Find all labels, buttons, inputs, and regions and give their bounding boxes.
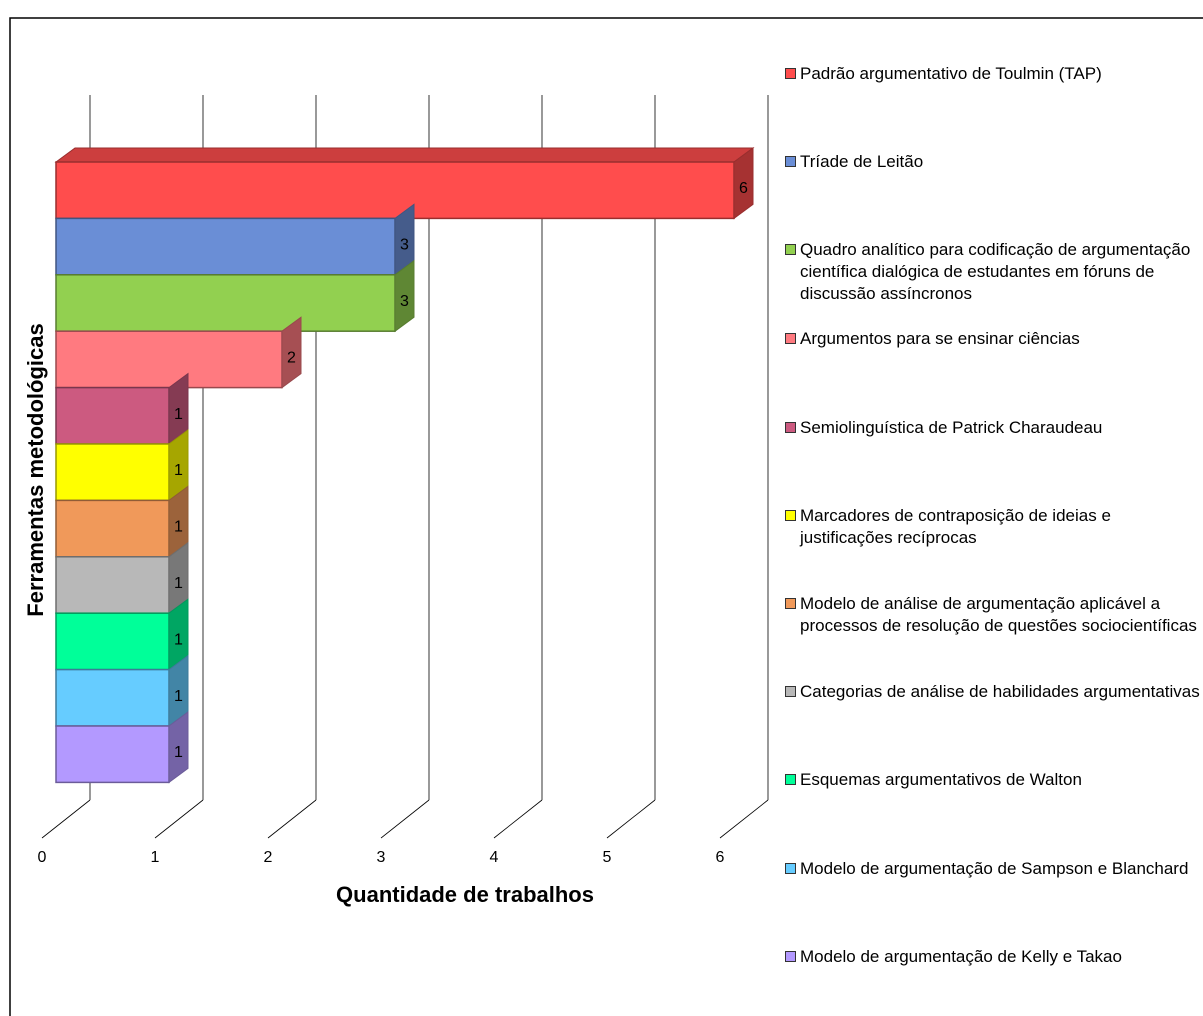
legend-swatch (785, 863, 796, 874)
bar (55, 386, 170, 445)
legend-entry: Argumentos para se ensinar ciências (785, 328, 1200, 350)
floor-line (493, 799, 543, 839)
data-label: 3 (400, 237, 409, 254)
x-tick-label: 3 (377, 849, 386, 866)
bar (55, 217, 396, 276)
legend-label: Modelo de argumentação de Sampson e Blan… (800, 859, 1189, 878)
data-label: 1 (174, 575, 183, 592)
legend-entry: Marcadores de contraposição de ideias e … (785, 505, 1200, 549)
data-label: 1 (174, 519, 183, 536)
floor-line (606, 799, 656, 839)
bar (55, 612, 170, 671)
bar (55, 499, 170, 558)
legend-label: Argumentos para se ensinar ciências (800, 329, 1080, 348)
bar (55, 668, 170, 727)
bar (55, 556, 170, 614)
data-label: 1 (174, 462, 183, 479)
floor-line (154, 799, 204, 839)
x-tick-label: 6 (716, 849, 725, 866)
legend-swatch (785, 598, 796, 609)
legend-label: Categorias de análise de habilidades arg… (800, 682, 1200, 701)
legend-label: Quadro analítico para codificação de arg… (800, 240, 1191, 303)
legend-label: Marcadores de contraposição de ideias e … (800, 506, 1111, 547)
data-label: 1 (174, 744, 183, 761)
bar (55, 274, 396, 332)
legend-swatch (785, 510, 796, 521)
legend-entry: Semiolinguística de Patrick Charaudeau (785, 417, 1200, 439)
legend-entry: Modelo de análise de argumentação aplicá… (785, 593, 1200, 637)
bar-top (54, 147, 755, 163)
legend-swatch (785, 156, 796, 167)
bar-side (168, 711, 189, 784)
legend-entry: Modelo de argumentação de Sampson e Blan… (785, 858, 1200, 880)
legend-label: Esquemas argumentativos de Walton (800, 770, 1082, 789)
legend-swatch (785, 244, 796, 255)
data-label: 2 (287, 349, 296, 366)
bar-side (394, 259, 415, 333)
bar-side (281, 316, 302, 389)
legend-swatch (785, 686, 796, 697)
bar (55, 443, 170, 502)
legend-entry: Padrão argumentativo de Toulmin (TAP) (785, 63, 1200, 85)
data-label: 1 (174, 631, 183, 648)
legend-swatch (785, 951, 796, 962)
x-tick-label: 1 (151, 849, 160, 866)
legend-swatch (785, 774, 796, 785)
x-tick-label: 5 (603, 849, 612, 866)
bar (55, 330, 283, 389)
data-label: 6 (739, 180, 748, 197)
floor-line (41, 799, 91, 839)
y-axis-label: Ferramentas metodológicas (23, 323, 48, 616)
bar (55, 161, 735, 220)
x-axis-label: Quantidade de trabalhos (336, 882, 594, 907)
legend-entry: Tríade de Leitão (785, 151, 1200, 173)
x-tick-label: 2 (264, 849, 273, 866)
floor-line (380, 799, 430, 839)
legend-entry: Modelo de argumentação de Kelly e Takao (785, 946, 1200, 968)
floor-line (267, 799, 317, 839)
legend-swatch (785, 68, 796, 79)
legend-entry: Esquemas argumentativos de Walton (785, 769, 1200, 791)
x-tick-label: 4 (490, 849, 499, 866)
legend-label: Tríade de Leitão (800, 152, 924, 171)
legend-entry: Quadro analítico para codificação de arg… (785, 239, 1200, 305)
legend-label: Semiolinguística de Patrick Charaudeau (800, 418, 1103, 437)
legend-swatch (785, 422, 796, 433)
legend-entry: Categorias de análise de habilidades arg… (785, 681, 1200, 703)
data-label: 3 (400, 293, 409, 310)
x-tick-label: 0 (38, 849, 47, 866)
floor-line (719, 799, 769, 839)
data-label: 1 (174, 406, 183, 423)
bar (55, 725, 170, 784)
legend-label: Modelo de análise de argumentação aplicá… (800, 594, 1197, 635)
legend-swatch (785, 333, 796, 344)
legend-label: Modelo de argumentação de Kelly e Takao (800, 947, 1122, 966)
legend-label: Padrão argumentativo de Toulmin (TAP) (800, 64, 1102, 83)
bar-side (733, 147, 754, 220)
data-label: 1 (174, 688, 183, 705)
